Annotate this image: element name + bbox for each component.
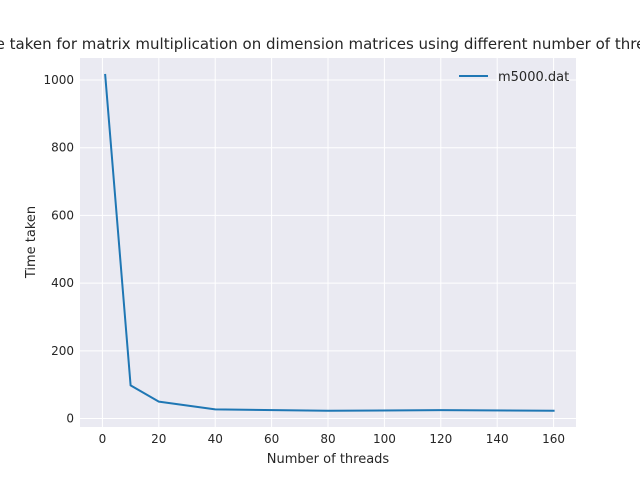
legend-label-m5000: m5000.dat bbox=[498, 70, 569, 85]
x-tick-label: 100 bbox=[373, 432, 396, 446]
chart-title: Time taken for matrix multiplication on … bbox=[0, 35, 640, 53]
y-axis-label: Time taken bbox=[24, 206, 39, 279]
x-tick-label: 60 bbox=[264, 432, 279, 446]
x-axis: 0 20 40 60 80 100 120 140 160 bbox=[99, 432, 565, 446]
y-tick-label: 1000 bbox=[43, 73, 74, 87]
y-tick-label: 800 bbox=[51, 141, 74, 155]
x-tick-label: 0 bbox=[99, 432, 107, 446]
y-tick-label: 400 bbox=[51, 276, 74, 290]
series-group bbox=[104, 73, 555, 412]
x-tick-label: 80 bbox=[320, 432, 335, 446]
x-tick-label: 160 bbox=[542, 432, 565, 446]
series-line-m5000 bbox=[104, 73, 555, 412]
y-tick-label: 600 bbox=[51, 208, 74, 222]
y-tick-label: 0 bbox=[66, 412, 74, 426]
x-tick-label: 120 bbox=[429, 432, 452, 446]
x-tick-label: 20 bbox=[151, 432, 166, 446]
x-axis-label: Number of threads bbox=[267, 452, 390, 467]
x-tick-label: 40 bbox=[208, 432, 223, 446]
grid-lines bbox=[80, 58, 576, 427]
y-axis: 0 200 400 600 800 1000 bbox=[43, 73, 74, 426]
y-tick-label: 200 bbox=[51, 344, 74, 358]
legend: m5000.dat bbox=[459, 70, 569, 85]
x-tick-label: 140 bbox=[486, 432, 509, 446]
